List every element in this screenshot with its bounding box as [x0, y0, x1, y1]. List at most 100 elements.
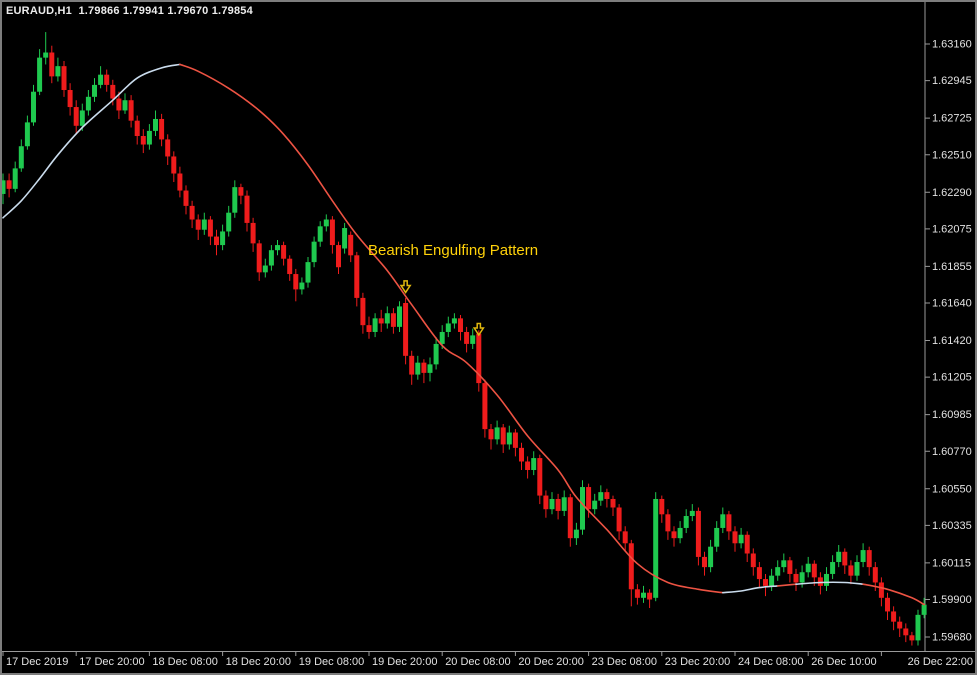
bull-candle	[384, 313, 390, 324]
time-axis-label: 18 Dec 08:00	[152, 656, 217, 668]
bear-candle	[195, 219, 201, 230]
candles-layer	[2, 32, 927, 646]
bear-candle	[763, 579, 768, 586]
bear-candle	[817, 577, 823, 586]
bull-candle	[915, 614, 921, 641]
price-axis-label: 1.61205	[932, 372, 972, 384]
time-axis-label: 26 Dec 22:00	[908, 656, 973, 668]
bull-candle	[31, 91, 36, 123]
bull-candle	[641, 592, 646, 598]
price-axis-label: 1.62290	[932, 187, 972, 199]
bear-candle	[214, 236, 219, 246]
ma-segment-down	[862, 583, 925, 606]
bear-candle	[500, 427, 506, 445]
bear-candle	[293, 274, 299, 290]
bull-candle	[708, 546, 714, 568]
bear-candle	[695, 510, 701, 557]
moving-average-line	[2, 63, 925, 606]
bear-candle	[525, 461, 531, 471]
bull-candle	[781, 560, 787, 568]
bear-candle	[586, 487, 592, 510]
bear-candle	[476, 333, 482, 384]
bull-candle	[470, 335, 476, 344]
bear-candle	[73, 107, 79, 126]
bear-candle	[811, 563, 817, 578]
bear-candle	[537, 458, 543, 496]
bull-candle	[769, 575, 775, 586]
price-axis[interactable]: 1.63160 1.62945 1.62725 1.62510 1.62290 1.620…	[924, 2, 972, 652]
bull-candle	[738, 534, 744, 544]
bear-candle	[159, 118, 165, 140]
bear-candle	[604, 492, 610, 499]
time-axis-label: 20 Dec 08:00	[445, 656, 510, 668]
bear-candle	[49, 52, 55, 77]
bear-candle	[256, 243, 262, 273]
bull-candle	[275, 245, 280, 251]
bull-candle	[921, 604, 927, 615]
bull-candle	[775, 567, 781, 576]
bull-candle	[805, 563, 811, 573]
bull-candle	[598, 492, 604, 501]
bull-candle	[146, 130, 152, 145]
bear-candle	[555, 498, 561, 511]
price-axis-label: 1.60770	[932, 446, 972, 458]
bear-candle	[848, 565, 854, 576]
bear-candle	[281, 245, 287, 259]
bear-candle	[250, 222, 256, 244]
bull-candle	[37, 57, 43, 92]
bear-candle	[891, 611, 897, 622]
bull-candle	[415, 362, 421, 375]
time-axis-label: 19 Dec 20:00	[372, 656, 437, 668]
price-axis-label: 1.63160	[932, 39, 972, 51]
bear-candle	[878, 582, 884, 598]
bear-candle	[183, 190, 189, 206]
price-axis-label: 1.60335	[932, 520, 972, 532]
bull-candle	[445, 323, 451, 332]
bull-candle	[153, 118, 158, 131]
bull-candle	[372, 318, 378, 332]
pattern-annotation-text: Bearish Engulfing Pattern	[368, 242, 539, 259]
bull-candle	[98, 74, 104, 85]
bull-candle	[549, 498, 555, 510]
bear-candle	[903, 628, 909, 636]
bear-candle	[787, 560, 793, 574]
bull-candle	[317, 226, 323, 242]
bear-candle	[488, 429, 494, 440]
ma-segment-up	[722, 585, 779, 594]
bull-candle	[561, 497, 567, 511]
bear-candle	[671, 531, 677, 539]
bear-candle	[659, 498, 665, 515]
bull-candle	[342, 228, 348, 249]
bear-candle	[287, 258, 293, 275]
bull-candle	[653, 498, 659, 598]
ma-segment-up	[795, 581, 864, 585]
bull-candle	[836, 551, 842, 563]
bull-candle	[439, 331, 445, 344]
price-axis-label: 1.60115	[932, 557, 971, 569]
price-axis-label: 1.60985	[932, 409, 972, 421]
time-axis-label: 20 Dec 20:00	[518, 656, 583, 668]
bull-candle	[18, 146, 24, 169]
bear-candle	[909, 635, 915, 641]
time-axis-label: 17 Dec 20:00	[79, 656, 144, 668]
ma-segment-up	[2, 63, 181, 219]
time-axis-label: 17 Dec 2019	[6, 656, 68, 668]
bear-candle	[842, 551, 848, 566]
time-axis[interactable]: 17 Dec 2019 17 Dec 20:00 18 Dec 08:00 18 De…	[2, 651, 975, 669]
bull-candle	[268, 250, 274, 266]
bull-candle	[689, 510, 695, 517]
price-axis-label: 1.60550	[932, 483, 972, 495]
bull-candle	[12, 168, 18, 189]
bull-candle	[55, 66, 61, 77]
bear-candle	[628, 543, 634, 590]
bull-candle	[720, 514, 726, 528]
price-axis-label: 1.59900	[932, 594, 972, 606]
bull-candle	[531, 458, 537, 471]
bear-candle	[512, 432, 518, 448]
bull-candle	[92, 84, 97, 97]
bull-candle	[683, 516, 689, 528]
bull-candle	[220, 231, 226, 246]
bear-candle	[885, 597, 890, 612]
